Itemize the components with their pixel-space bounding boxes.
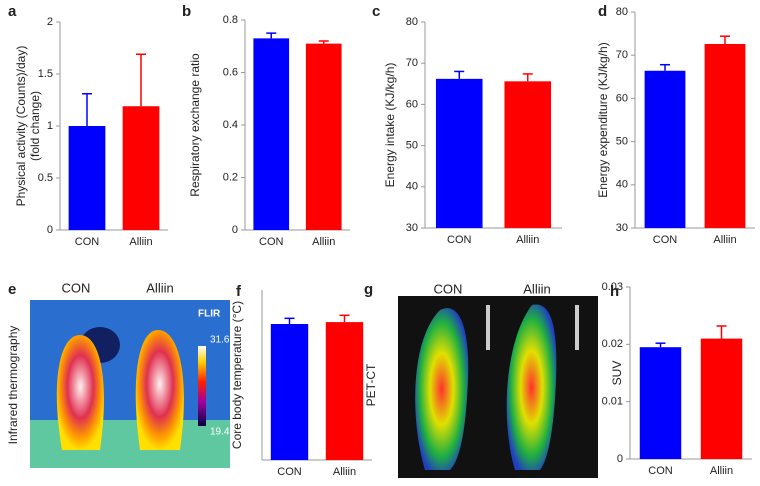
panel-letter: d [598,3,607,20]
bar [122,106,160,230]
y-tick-label: 0.8 [223,14,238,26]
image-label: Alliin [146,280,173,295]
bar [68,126,106,230]
y-tick-label: 0.6 [223,66,238,78]
bar [435,78,483,228]
panel-letter: a [8,3,17,20]
bar [700,338,743,459]
panel-letter: f [236,283,242,300]
y-tick-label: 0 [47,224,53,236]
panel-letter: b [182,3,191,20]
y-tick-label: 40 [616,179,628,191]
image-label: Alliin [523,281,550,296]
image-label: CON [62,280,91,295]
panel-letter: h [610,283,619,300]
bar [644,70,686,228]
mouse [56,335,104,450]
x-tick-label: Alliin [710,465,733,477]
y-tick-label: 60 [406,98,418,110]
x-tick-label: CON [653,234,678,246]
x-tick-label: CON [277,466,302,478]
scale-label: 31.6 [210,335,230,346]
y-tick-label: 0 [617,453,623,465]
y-tick-label: 0.4 [223,119,238,131]
y-tick-label: 50 [406,140,418,152]
x-tick-label: CON [75,236,100,248]
pet-panel: g CON Alliin PET-CT [364,281,598,478]
scale-bar [575,305,579,350]
side-label: Infrared thermography [6,326,20,445]
y-axis-label: Respiratory exchange ratio [188,53,202,197]
y-tick-label: 0 [232,224,238,236]
x-tick-label: CON [648,465,673,477]
y-axis-label: SUV [610,361,624,386]
bar [270,324,309,460]
body-scan [415,308,469,470]
panel-letter: e [8,281,16,298]
y-tick-label: 0.2 [223,171,238,183]
y-axis-label: (fold change) [28,91,42,161]
logo: FLIR [198,309,221,320]
bar [504,81,552,228]
thermo-panel: e CON Alliin FLIR 31.6 19.4 Infrared the… [6,280,230,468]
x-tick-label: Alliin [516,234,539,246]
y-tick-label: 80 [616,6,628,18]
y-tick-label: 50 [616,136,628,148]
panel-letter: g [364,281,373,298]
y-tick-label: 0.02 [602,338,623,350]
bar [325,322,364,460]
side-label: PET-CT [364,363,378,406]
bar [253,38,290,230]
y-tick-label: 0.5 [38,172,53,184]
x-tick-label: CON [259,236,284,248]
y-tick-label: 1 [47,120,53,132]
body-scan [506,304,557,470]
image-label: CON [434,281,463,296]
color-scale [198,346,206,426]
y-tick-label: 70 [406,57,418,69]
y-axis-label: Core body temperature (°C) [230,301,244,449]
y-axis-label: Energy intake (KJ/kg/h) [383,63,397,188]
y-tick-label: 30 [616,222,628,234]
x-tick-label: CON [447,234,472,246]
scale-bar [486,305,490,350]
y-tick-label: 40 [406,181,418,193]
panel-letter: c [372,3,380,20]
bar [704,43,746,228]
y-tick-label: 0.03 [602,281,623,293]
scale-label: 19.4 [210,427,230,438]
y-tick-label: 1.5 [38,68,53,80]
y-tick-label: 70 [616,49,628,61]
x-tick-label: Alliin [312,236,335,248]
x-tick-label: Alliin [129,236,152,248]
y-tick-label: 60 [616,92,628,104]
mouse [135,330,184,450]
y-axis-label: Energy expenditure (KJ/kg/h) [596,42,610,197]
x-tick-label: Alliin [333,466,356,478]
y-axis-label: Physical activity (Counts)/day) [14,46,28,207]
y-tick-label: 2 [47,16,53,28]
bar [305,43,342,230]
y-tick-label: 30 [406,222,418,234]
bar [639,347,682,459]
y-tick-label: 0.01 [602,396,623,408]
x-tick-label: Alliin [713,234,736,246]
y-tick-label: 80 [406,16,418,28]
